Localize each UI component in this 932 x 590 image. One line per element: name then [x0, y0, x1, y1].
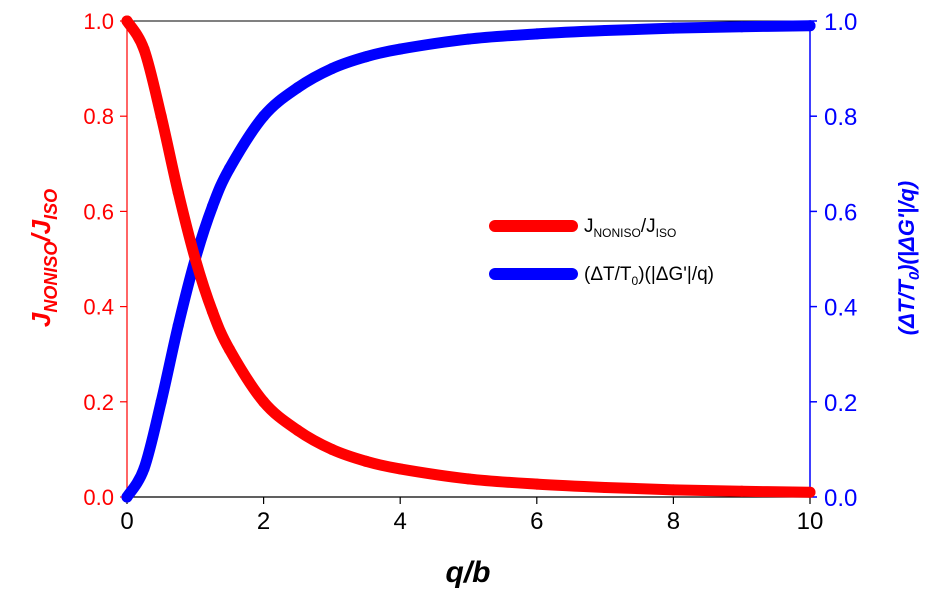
data-point-red	[172, 186, 184, 198]
data-point-red	[206, 305, 218, 317]
legend-red-sub2: ISO	[656, 226, 677, 240]
data-point-red	[138, 44, 150, 56]
data-point-red	[736, 485, 748, 497]
right-axis-title: (ΔT/T0)(|ΔG'|/q)	[894, 181, 923, 335]
data-point-blue	[736, 21, 748, 33]
y-right-tick-label: 1.0	[824, 9, 857, 36]
data-point-red	[258, 396, 270, 408]
data-point-blue	[206, 201, 218, 213]
data-point-blue	[258, 110, 270, 122]
right-title-post: )(|ΔG'|/q)	[894, 181, 919, 274]
data-point-blue	[326, 63, 338, 75]
data-point-blue	[360, 51, 372, 63]
legend-blue-post: )(|ΔG'|/q)	[638, 264, 714, 285]
x-tick-label: 4	[394, 508, 407, 535]
left-title-sub1: NONISO	[41, 242, 61, 313]
y-right-tick-label: 0.2	[824, 390, 857, 417]
tick-labels: 0 2 4 6 8 100.00.20.40.60.81.00.00.20.40.60.8…	[83, 9, 857, 535]
data-point-red	[804, 486, 816, 498]
legend-red-mid: /J	[641, 216, 656, 237]
y-left-tick-label: 0.6	[83, 199, 114, 224]
y-right-tick-label: 0.8	[824, 104, 857, 131]
left-axis-title: JNONISO/JISO	[26, 189, 61, 327]
data-point-blue	[599, 25, 611, 37]
y-left-tick-label: 0.0	[83, 485, 114, 510]
data-point-red	[121, 15, 133, 27]
right-title-pre: (ΔT/T	[894, 279, 919, 336]
data-point-blue	[463, 33, 474, 45]
y-right-tick-label: 0.0	[824, 485, 857, 512]
x-tick-label: 10	[797, 508, 824, 535]
data-point-blue	[394, 43, 406, 55]
legend-blue-sub: 0	[632, 274, 639, 288]
data-point-blue	[121, 491, 133, 503]
right-title-sub: 0	[906, 271, 923, 280]
left-title-mid: /J	[26, 219, 56, 242]
data-point-red	[360, 455, 372, 467]
x-tick-label: 6	[530, 508, 543, 535]
data-point-red	[531, 478, 543, 490]
y-left-tick-label: 1.0	[83, 9, 114, 34]
y-right-tick-label: 0.4	[824, 295, 857, 322]
legend-label-red: JNONISO/JISO	[584, 216, 676, 240]
y-right-tick-label: 0.6	[824, 199, 857, 226]
x-tick-label: 2	[257, 508, 270, 535]
data-point-red	[223, 343, 235, 355]
legend-red-main: J	[584, 216, 594, 237]
legend: JNONISO/JISO (ΔT/T0)(|ΔG'|/q)	[489, 216, 714, 288]
data-point-red	[463, 473, 474, 485]
y-left-tick-label: 0.8	[83, 104, 114, 129]
data-point-blue	[804, 20, 816, 32]
data-point-blue	[155, 396, 167, 408]
data-point-red	[599, 481, 611, 493]
data-point-blue	[667, 22, 679, 34]
data-point-red	[394, 463, 406, 475]
series-line-red	[121, 15, 816, 498]
data-point-red	[155, 110, 167, 122]
left-title-main: J	[26, 312, 56, 327]
legend-blue-pre: (ΔT/T	[584, 264, 632, 285]
x-tick-label: 8	[667, 508, 680, 535]
y-left-tick-label: 0.4	[83, 295, 114, 320]
x-tick-label: 0	[120, 508, 133, 535]
data-point-red	[189, 253, 201, 265]
data-point-blue	[138, 462, 150, 474]
left-title-sub2: ISO	[41, 189, 61, 220]
tick-marks	[120, 20, 817, 504]
data-point-blue	[223, 163, 235, 175]
series-lines	[121, 15, 816, 503]
data-point-red	[292, 424, 304, 436]
data-point-red	[667, 484, 679, 496]
legend-red-sub1: NONISO	[594, 226, 641, 240]
data-point-red	[326, 443, 338, 455]
bottom-axis-title: q/b	[446, 556, 491, 589]
series-line-blue	[121, 20, 816, 503]
data-point-blue	[172, 320, 184, 332]
data-point-blue	[531, 28, 543, 40]
data-point-blue	[292, 82, 304, 94]
legend-label-blue: (ΔT/T0)(|ΔG'|/q)	[584, 264, 714, 288]
y-left-tick-label: 0.2	[83, 390, 114, 415]
